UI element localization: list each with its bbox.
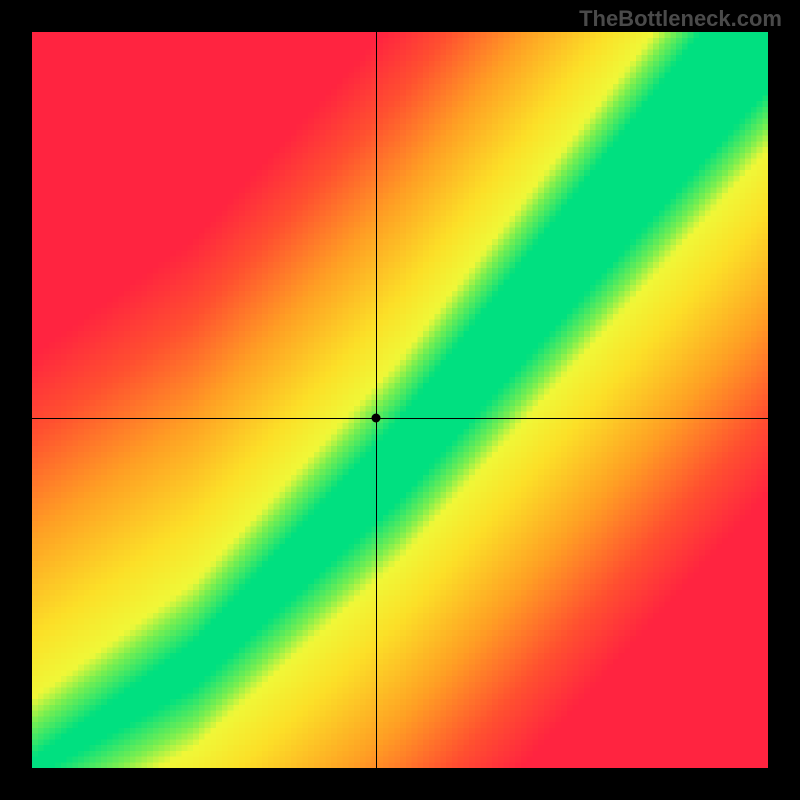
heatmap-canvas: [32, 32, 768, 768]
watermark-text: TheBottleneck.com: [579, 6, 782, 32]
bottleneck-heatmap: [32, 32, 768, 768]
